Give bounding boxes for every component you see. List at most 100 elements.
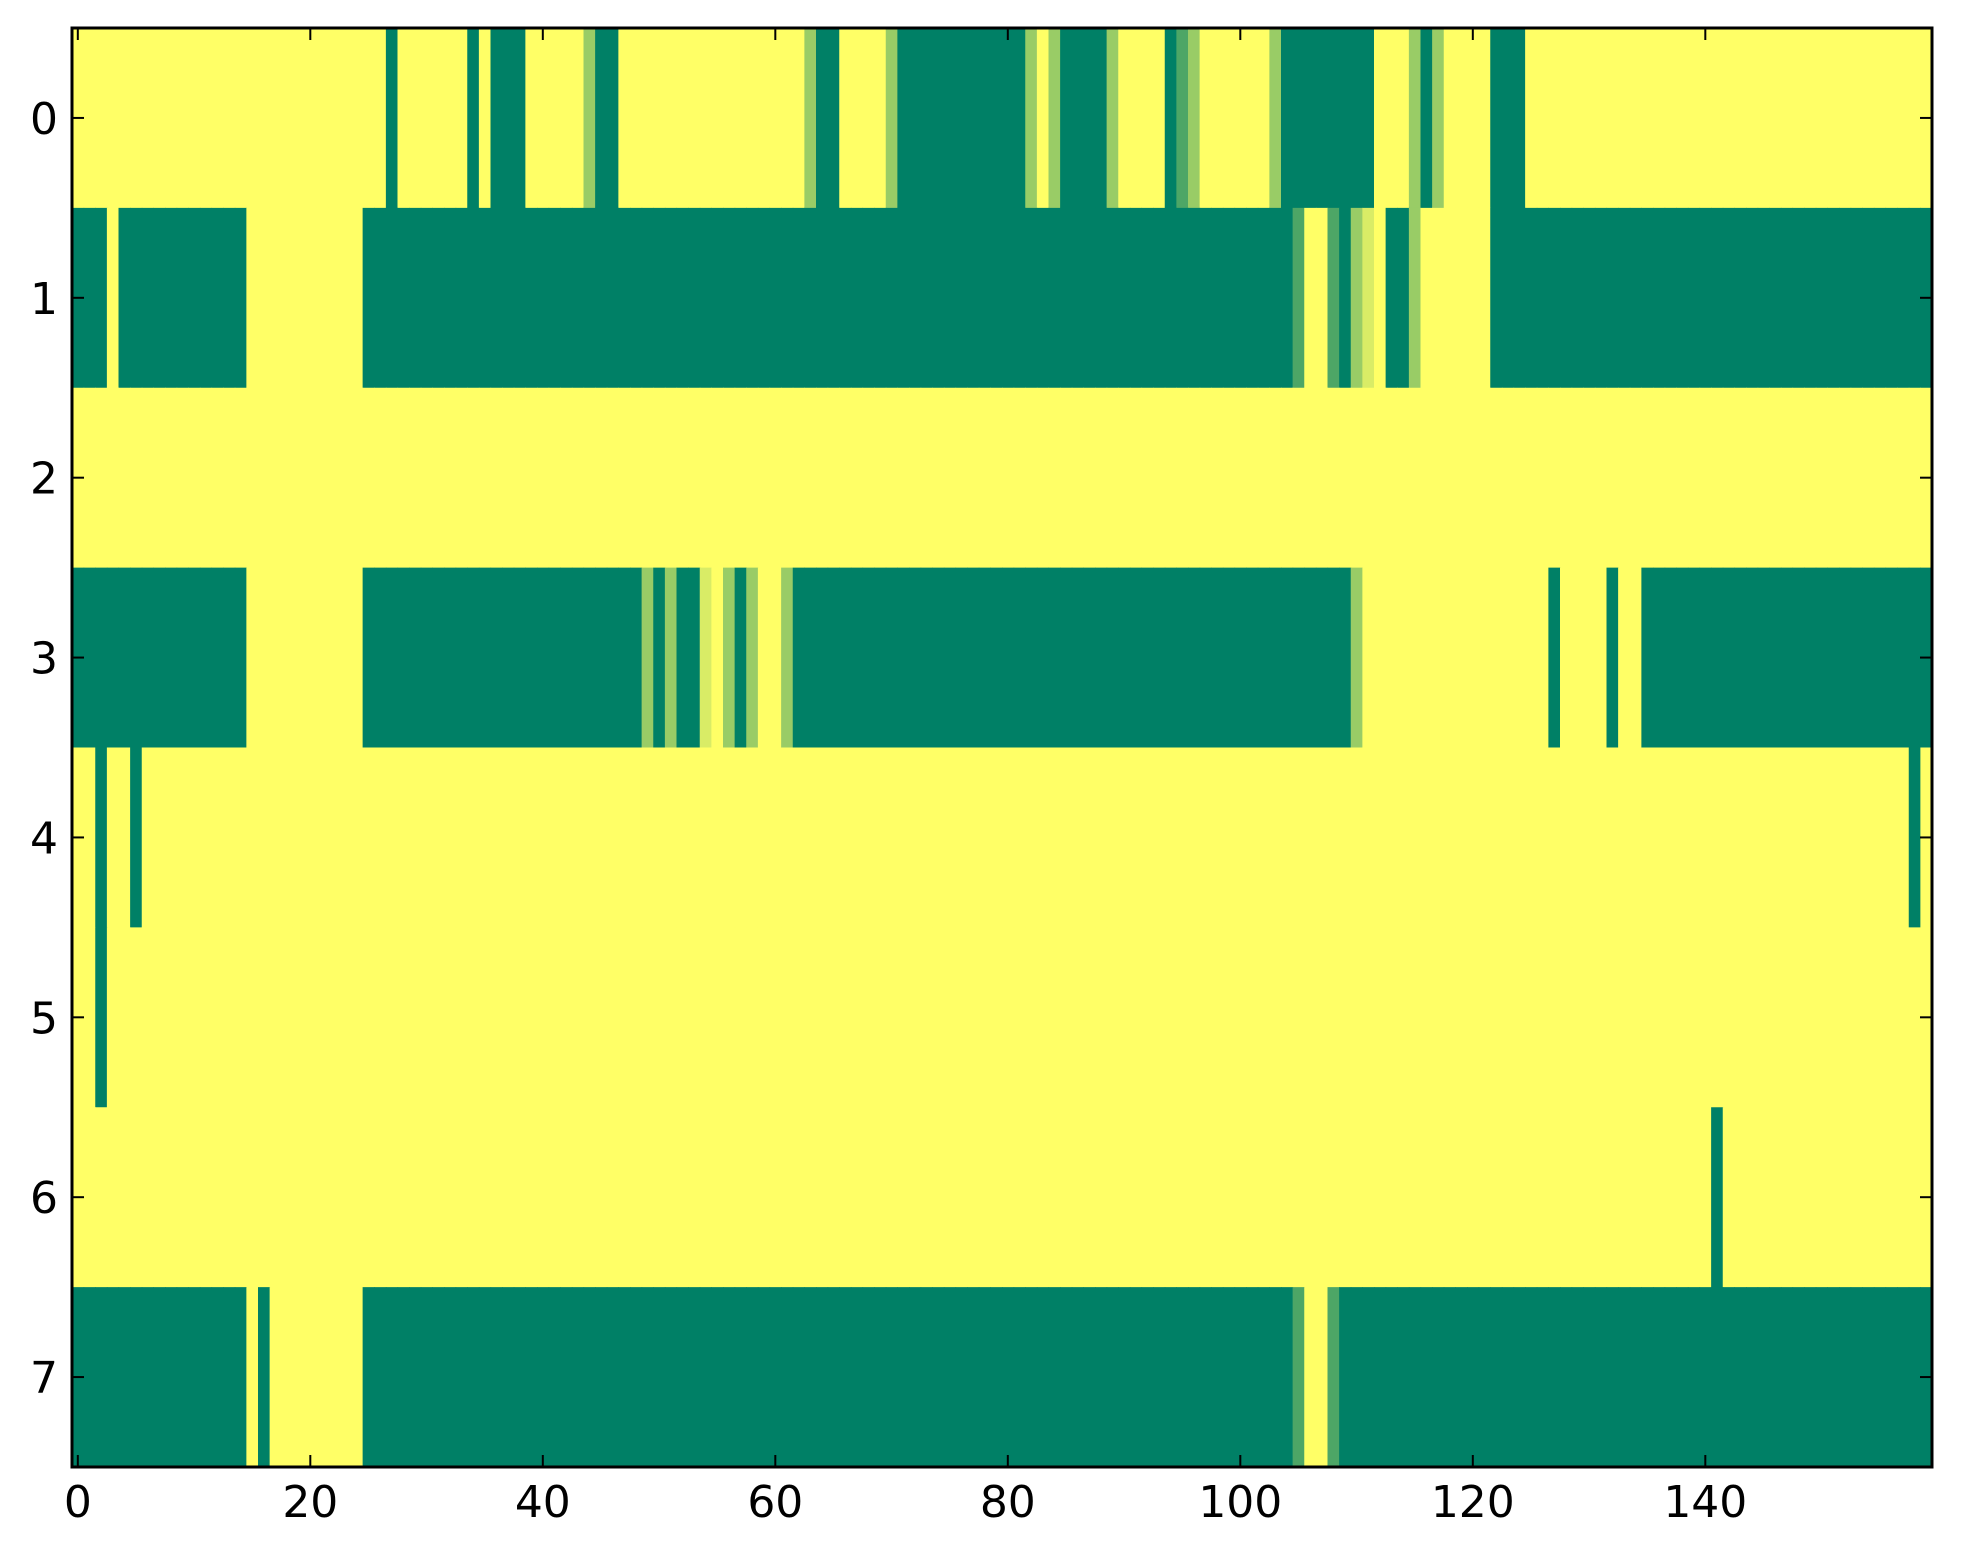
heatmap-cell bbox=[1176, 1287, 1189, 1468]
heatmap-cell bbox=[1234, 747, 1247, 928]
heatmap-cell bbox=[1687, 747, 1701, 928]
heatmap-cell bbox=[711, 567, 724, 749]
heatmap-cell bbox=[618, 747, 631, 928]
heatmap-cell bbox=[850, 1107, 864, 1288]
heatmap-cell bbox=[1873, 387, 1887, 569]
heatmap-cell bbox=[920, 1107, 933, 1288]
heatmap-cell bbox=[234, 28, 247, 209]
heatmap-cell bbox=[351, 747, 364, 928]
heatmap-cell bbox=[1850, 927, 1863, 1108]
heatmap-cell bbox=[548, 1287, 561, 1468]
heatmap-cell bbox=[304, 1287, 317, 1468]
heatmap-cell bbox=[385, 1107, 399, 1288]
heatmap-cell bbox=[1199, 927, 1212, 1108]
heatmap-cell bbox=[1350, 747, 1363, 928]
heatmap-cell bbox=[1699, 387, 1712, 569]
heatmap-cell bbox=[1606, 747, 1619, 928]
heatmap-cell bbox=[316, 387, 329, 569]
heatmap-cell bbox=[723, 1287, 736, 1468]
heatmap-cell bbox=[327, 207, 340, 389]
heatmap-cell bbox=[792, 927, 805, 1108]
heatmap-cell bbox=[618, 1287, 631, 1468]
heatmap-cell bbox=[141, 747, 154, 928]
heatmap-cell bbox=[1792, 567, 1805, 749]
heatmap-cell bbox=[1897, 387, 1910, 569]
heatmap-cell bbox=[1885, 747, 1898, 928]
heatmap-cell bbox=[1490, 1107, 1503, 1288]
heatmap-cell bbox=[1606, 1107, 1619, 1288]
heatmap-cell bbox=[83, 567, 96, 749]
heatmap-cell bbox=[1641, 567, 1654, 749]
heatmap-cell bbox=[641, 28, 654, 209]
heatmap-cell bbox=[688, 747, 701, 928]
heatmap-cell bbox=[1792, 1287, 1805, 1468]
heatmap-cell bbox=[362, 1107, 375, 1288]
heatmap-cell bbox=[1188, 1287, 1201, 1468]
heatmap-cell bbox=[199, 387, 213, 569]
heatmap-cell bbox=[920, 927, 933, 1108]
heatmap-cell bbox=[1653, 28, 1666, 209]
heatmap-cell bbox=[688, 1107, 701, 1288]
heatmap-cell bbox=[1676, 747, 1689, 928]
heatmap-cell bbox=[850, 567, 864, 749]
heatmap-cell bbox=[1211, 1287, 1224, 1468]
heatmap-cell bbox=[560, 1107, 573, 1288]
heatmap-cell bbox=[571, 927, 585, 1108]
heatmap-cell bbox=[467, 387, 480, 569]
heatmap-cell bbox=[1060, 927, 1073, 1108]
heatmap-cell bbox=[223, 28, 236, 209]
heatmap-cell bbox=[351, 567, 364, 749]
heatmap-cell bbox=[676, 1287, 689, 1468]
heatmap-cell bbox=[955, 927, 968, 1108]
heatmap-cell bbox=[1839, 1287, 1852, 1468]
heatmap-cell bbox=[1362, 1107, 1375, 1288]
heatmap-cell bbox=[420, 387, 433, 569]
heatmap-cell bbox=[1408, 387, 1422, 569]
heatmap-cell bbox=[1722, 1287, 1735, 1468]
heatmap-cell bbox=[362, 747, 375, 928]
heatmap-cell bbox=[502, 567, 515, 749]
heatmap-cell bbox=[327, 1107, 340, 1288]
heatmap-cell bbox=[1304, 387, 1317, 569]
heatmap-cell bbox=[606, 1107, 619, 1288]
heatmap-cell bbox=[1850, 747, 1863, 928]
heatmap-cell bbox=[897, 28, 910, 209]
heatmap-cell bbox=[839, 747, 852, 928]
heatmap-cell bbox=[839, 1107, 852, 1288]
heatmap-cell bbox=[1141, 927, 1154, 1108]
heatmap-cell bbox=[1885, 927, 1898, 1108]
heatmap-cell bbox=[757, 567, 771, 749]
heatmap-cell bbox=[106, 387, 120, 569]
heatmap-cell bbox=[746, 567, 759, 749]
heatmap-cell bbox=[292, 1107, 306, 1288]
heatmap-cell bbox=[1525, 387, 1538, 569]
heatmap-cell bbox=[316, 1107, 329, 1288]
heatmap-cell bbox=[1839, 207, 1852, 389]
heatmap-cell bbox=[1513, 1107, 1526, 1288]
heatmap-cell bbox=[455, 28, 468, 209]
heatmap-cell bbox=[1118, 207, 1131, 389]
heatmap-cell bbox=[688, 927, 701, 1108]
heatmap-cell bbox=[1897, 207, 1910, 389]
heatmap-cell bbox=[978, 387, 991, 569]
heatmap-cell bbox=[1804, 28, 1817, 209]
heatmap-cell bbox=[630, 567, 643, 749]
heatmap-cell bbox=[1420, 927, 1433, 1108]
heatmap-cell bbox=[1164, 207, 1177, 389]
heatmap-cell bbox=[1153, 567, 1166, 749]
heatmap-cell bbox=[130, 927, 143, 1108]
heatmap-cell bbox=[885, 927, 898, 1108]
heatmap-cell bbox=[630, 747, 643, 928]
heatmap-cell bbox=[723, 927, 736, 1108]
heatmap-cell bbox=[1420, 207, 1433, 389]
heatmap-cell bbox=[1513, 207, 1526, 389]
heatmap-cell bbox=[1653, 747, 1666, 928]
heatmap-cell bbox=[1350, 1107, 1363, 1288]
heatmap-cell bbox=[909, 387, 922, 569]
heatmap-cell bbox=[1060, 1287, 1073, 1468]
heatmap-cell bbox=[1211, 927, 1224, 1108]
heatmap-cell bbox=[444, 207, 457, 389]
heatmap-cell bbox=[455, 747, 468, 928]
heatmap-cell bbox=[1536, 567, 1549, 749]
heatmap-cell bbox=[1153, 927, 1166, 1108]
